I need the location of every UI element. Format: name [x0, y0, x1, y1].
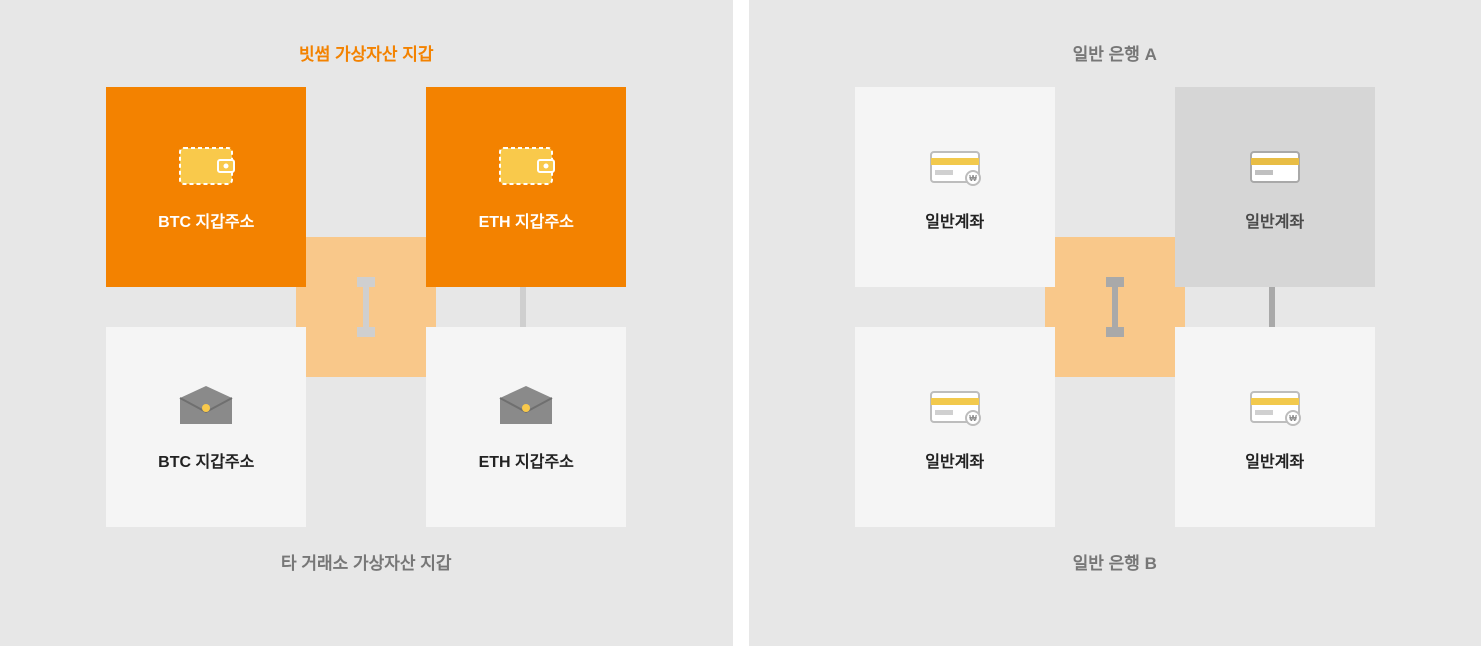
svg-text:₩: ₩ [969, 414, 977, 423]
panel-right-bank: 일반 은행 A ₩ 일반계좌 일반계좌 ₩ [749, 0, 1481, 646]
envelope-wallet-icon [494, 382, 558, 430]
connector-right-col [520, 287, 526, 327]
card-label: ETH 지갑주소 [479, 448, 574, 472]
card-eth-bithumb: ETH 지갑주소 [426, 87, 626, 287]
wallet-icon [494, 142, 558, 190]
right-top-title: 일반 은행 A [1073, 40, 1157, 65]
card-label: 일반계좌 [925, 448, 984, 472]
envelope-wallet-icon [174, 382, 238, 430]
connector-left-col [1112, 287, 1118, 327]
svg-text:₩: ₩ [1289, 414, 1297, 423]
svg-text:₩: ₩ [969, 174, 977, 183]
left-grid: BTC 지갑주소 ETH 지갑주소 BTC 지갑주소 [106, 87, 626, 527]
card-label: 일반계좌 [1245, 448, 1304, 472]
credit-card-icon: ₩ [923, 382, 987, 430]
wallet-icon [174, 142, 238, 190]
right-bottom-title: 일반 은행 B [1073, 549, 1157, 574]
card-label: 일반계좌 [1245, 208, 1304, 232]
card-bank-b-2: ₩ 일반계좌 [1175, 327, 1375, 527]
credit-card-icon [1243, 142, 1307, 190]
card-bank-a-1: ₩ 일반계좌 [855, 87, 1055, 287]
card-label: BTC 지갑주소 [158, 208, 254, 232]
right-grid: ₩ 일반계좌 일반계좌 ₩ 일반계좌 ₩ [855, 87, 1375, 527]
card-label: BTC 지갑주소 [158, 448, 254, 472]
card-eth-other: ETH 지갑주소 [426, 327, 626, 527]
credit-card-icon: ₩ [923, 142, 987, 190]
card-btc-bithumb: BTC 지갑주소 [106, 87, 306, 287]
connector-left-col [363, 287, 369, 327]
card-btc-other: BTC 지갑주소 [106, 327, 306, 527]
panel-left-crypto: 빗썸 가상자산 지갑 BTC 지갑주소 ETH 지갑주소 [0, 0, 733, 646]
connector-right-col [1269, 287, 1275, 327]
credit-card-icon: ₩ [1243, 382, 1307, 430]
card-bank-a-2: 일반계좌 [1175, 87, 1375, 287]
diagram-wrap: 빗썸 가상자산 지갑 BTC 지갑주소 ETH 지갑주소 [0, 0, 1481, 646]
left-bottom-title: 타 거래소 가상자산 지갑 [281, 549, 452, 574]
card-label: ETH 지갑주소 [479, 208, 574, 232]
card-bank-b-1: ₩ 일반계좌 [855, 327, 1055, 527]
left-top-title: 빗썸 가상자산 지갑 [299, 40, 434, 65]
card-label: 일반계좌 [925, 208, 984, 232]
